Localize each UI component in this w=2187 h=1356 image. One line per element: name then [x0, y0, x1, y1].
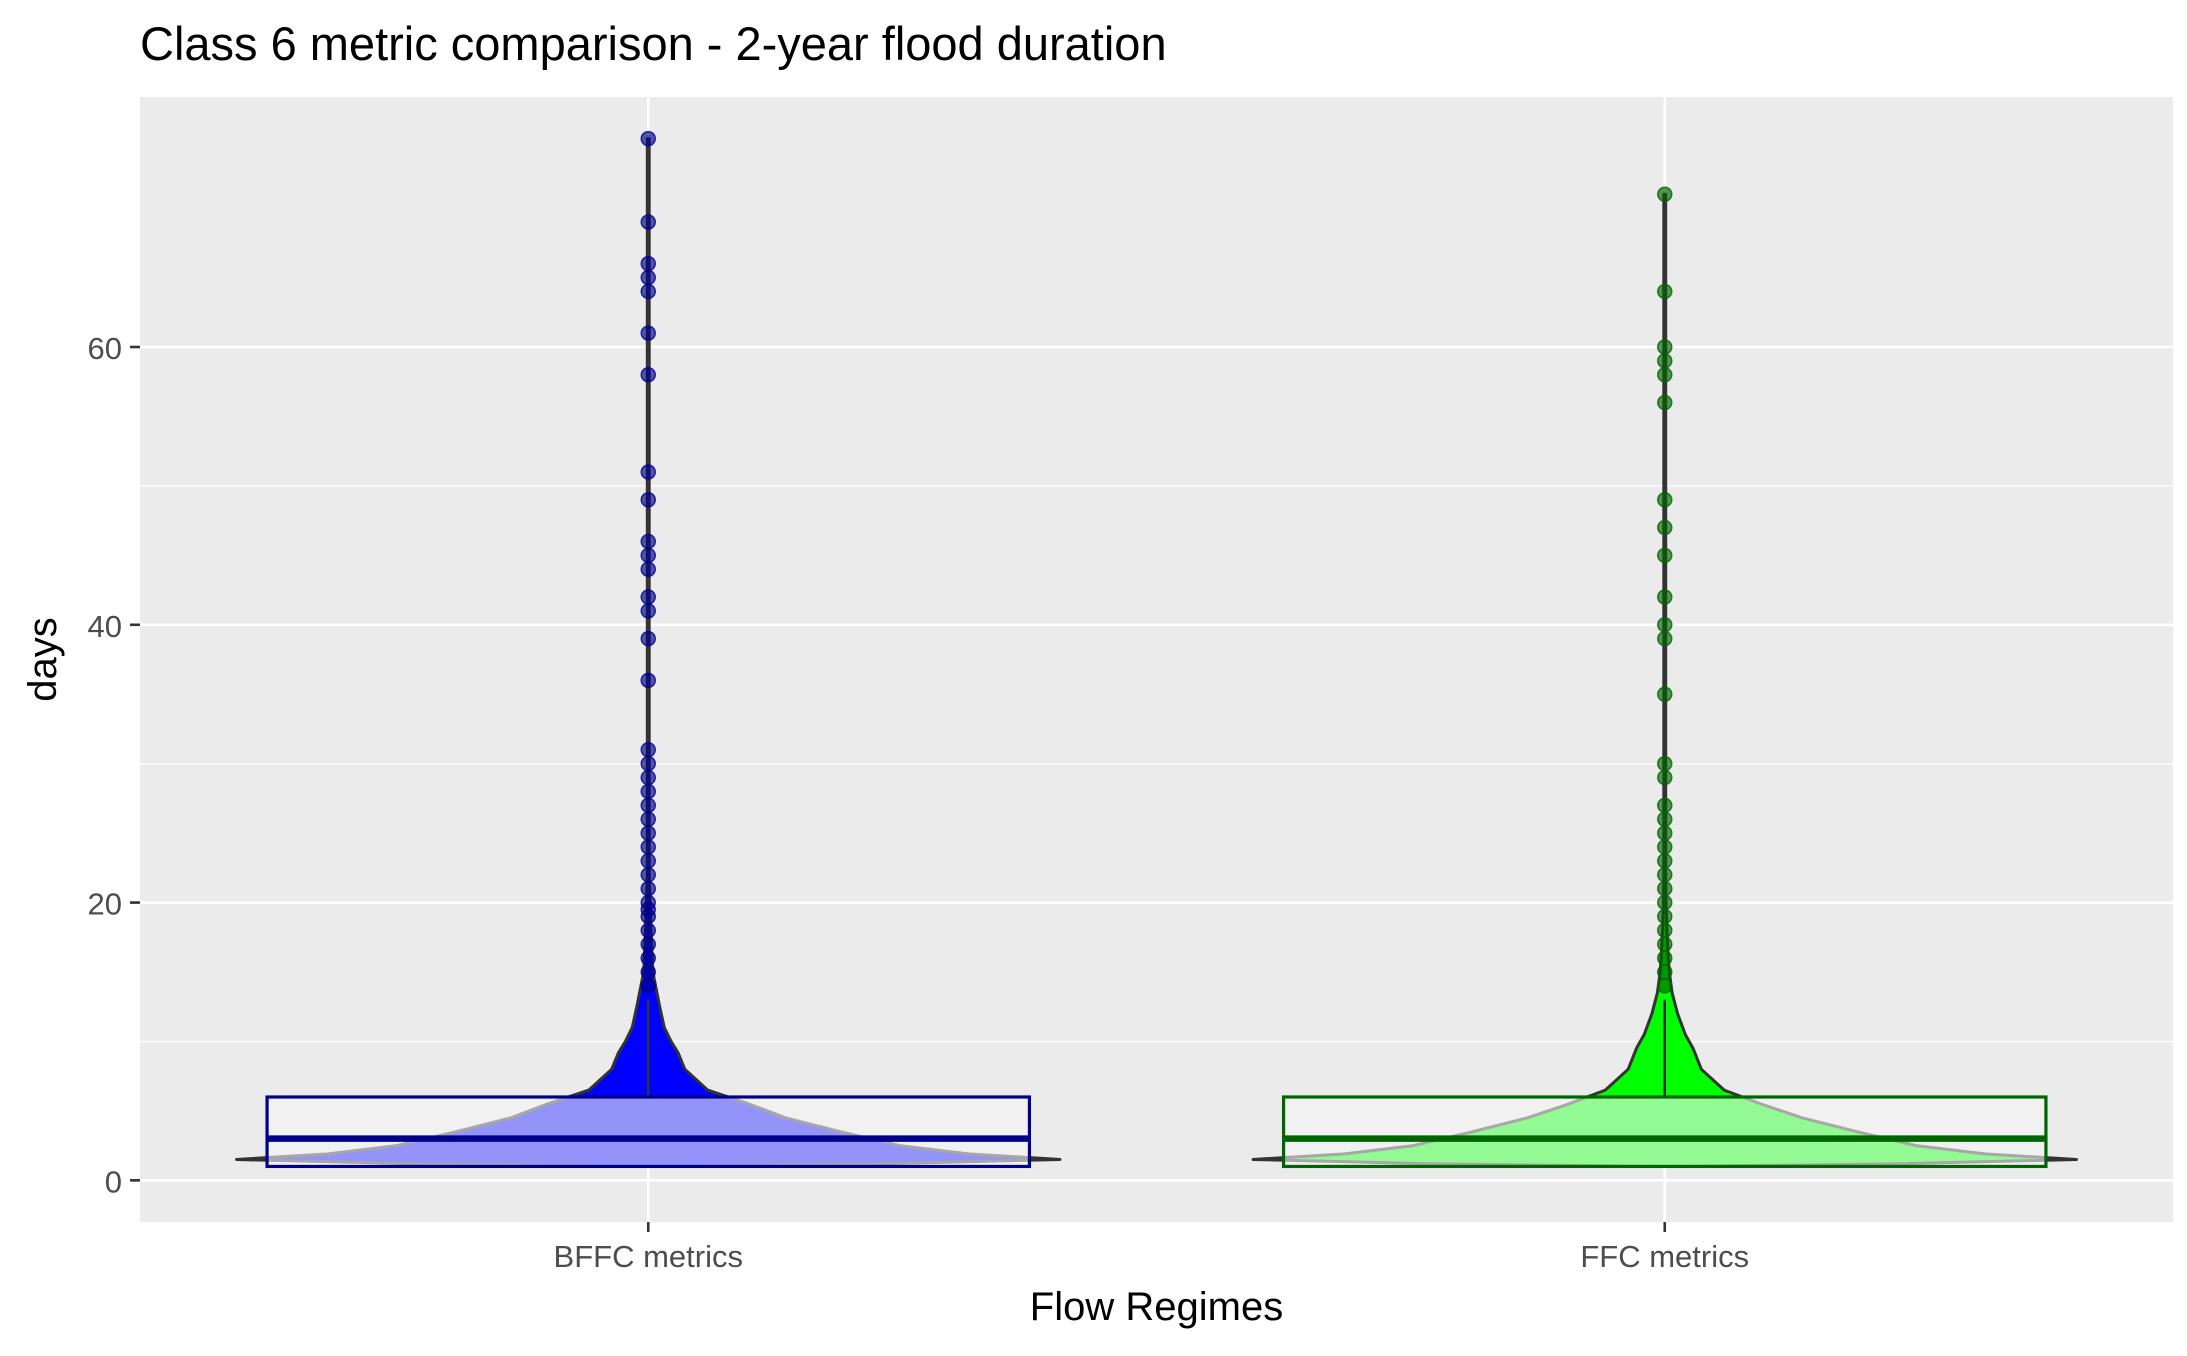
outlier-point	[1657, 630, 1673, 647]
outlier-point	[640, 130, 656, 147]
outlier-point	[1657, 547, 1673, 564]
box-1	[1281, 1095, 2048, 1169]
outlier-point	[1657, 964, 1673, 980]
plot-panel	[140, 97, 2173, 1222]
outlier-point	[1657, 950, 1673, 966]
outlier-point	[640, 936, 656, 952]
outlier-point	[640, 839, 656, 855]
outlier-point	[1657, 811, 1673, 827]
outlier-point	[640, 742, 656, 758]
outlier-point	[640, 533, 656, 550]
outlier-point	[640, 561, 656, 577]
outlier-point	[1657, 394, 1673, 411]
outlier-point	[640, 978, 656, 994]
outlier-point	[640, 630, 656, 647]
outlier-point	[640, 894, 656, 911]
outlier-point	[1657, 894, 1673, 911]
box-0	[265, 1095, 1032, 1169]
chart-title: Class 6 metric comparison - 2-year flood…	[140, 17, 1167, 70]
outlier-point	[1657, 769, 1673, 786]
y-axis-title: days	[21, 617, 65, 702]
outlier-point	[1657, 589, 1673, 605]
outlier-point	[640, 867, 656, 883]
outlier-point	[1657, 519, 1673, 536]
outlier-point	[640, 283, 656, 300]
outlier-point	[640, 783, 656, 800]
outlier-point	[1657, 367, 1673, 383]
outlier-point	[640, 464, 656, 480]
y-tick-label: 60	[88, 331, 122, 366]
outlier-point	[1657, 617, 1673, 633]
outlier-point	[640, 367, 656, 383]
outlier-point	[640, 492, 656, 508]
x-tick-label: FFC metrics	[1580, 1239, 1749, 1274]
outlier-point	[640, 950, 656, 966]
outlier-point	[640, 825, 656, 841]
outlier-point	[640, 603, 656, 619]
y-tick-label: 20	[88, 887, 122, 922]
outlier-point	[1657, 492, 1673, 508]
outlier-point	[640, 922, 656, 939]
outlier-point	[1657, 283, 1673, 300]
outlier-point	[1657, 853, 1673, 869]
outlier-point	[1657, 922, 1673, 939]
axes: 0 20 40 60 BFFC metrics FFC metrics	[88, 331, 1750, 1274]
outlier-point	[1657, 186, 1673, 202]
outlier-point	[640, 547, 656, 564]
x-axis-title: Flow Regimes	[1030, 1285, 1283, 1329]
outlier-point	[640, 755, 656, 772]
boxplots	[265, 999, 2048, 1169]
outlier-point	[640, 255, 656, 272]
outlier-point	[1657, 867, 1673, 883]
outlier-point	[1657, 686, 1673, 702]
outlier-point	[1657, 839, 1673, 855]
outlier-point	[1657, 908, 1673, 925]
outlier-point	[640, 269, 656, 286]
outlier-point	[640, 672, 656, 689]
outlier-point	[640, 214, 656, 230]
outlier-points	[640, 130, 1673, 994]
outlier-point	[640, 880, 656, 897]
outlier-point	[1657, 825, 1673, 841]
outlier-point	[1657, 978, 1673, 994]
outlier-point	[1657, 339, 1673, 355]
outlier-point	[1657, 755, 1673, 772]
outlier-point	[1657, 880, 1673, 897]
outlier-point	[640, 769, 656, 786]
outlier-point	[640, 853, 656, 869]
x-tick-label: BFFC metrics	[554, 1239, 743, 1274]
outlier-point	[640, 325, 656, 341]
outlier-point	[640, 589, 656, 605]
outlier-point	[640, 811, 656, 827]
outlier-point	[1657, 797, 1673, 814]
y-tick-label: 40	[88, 609, 122, 644]
outlier-point	[640, 964, 656, 980]
outlier-point	[1657, 353, 1673, 369]
outlier-point	[1657, 936, 1673, 952]
y-tick-label: 0	[105, 1164, 122, 1199]
outlier-point	[640, 797, 656, 814]
